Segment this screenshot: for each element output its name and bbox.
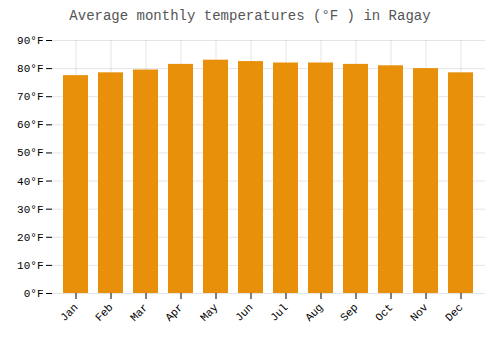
svg-text:Feb: Feb	[93, 301, 115, 323]
svg-text:Aug: Aug	[303, 301, 325, 323]
svg-text:70°F: 70°F	[17, 91, 43, 103]
svg-text:Jan: Jan	[58, 301, 80, 323]
svg-text:Jul: Jul	[268, 301, 290, 323]
svg-text:60°F: 60°F	[17, 119, 43, 131]
svg-text:30°F: 30°F	[17, 204, 43, 216]
svg-text:80°F: 80°F	[17, 63, 43, 75]
svg-text:Dec: Dec	[443, 301, 465, 323]
svg-text:Oct: Oct	[373, 301, 395, 323]
svg-text:Sep: Sep	[338, 301, 360, 323]
svg-text:50°F: 50°F	[17, 147, 43, 159]
svg-text:Nov: Nov	[408, 301, 431, 324]
svg-text:10°F: 10°F	[17, 260, 43, 272]
svg-text:May: May	[198, 301, 221, 324]
svg-text:Jun: Jun	[233, 301, 255, 323]
svg-text:Apr: Apr	[163, 301, 185, 323]
svg-text:Mar: Mar	[128, 301, 150, 323]
svg-text:90°F: 90°F	[17, 35, 43, 47]
svg-text:0°F: 0°F	[24, 288, 44, 300]
html-text:Average monthly temperatures (: Average monthly temperatures (°F ) in Ra…	[69, 8, 431, 24]
svg-text:20°F: 20°F	[17, 232, 43, 244]
svg-text:40°F: 40°F	[17, 176, 43, 188]
